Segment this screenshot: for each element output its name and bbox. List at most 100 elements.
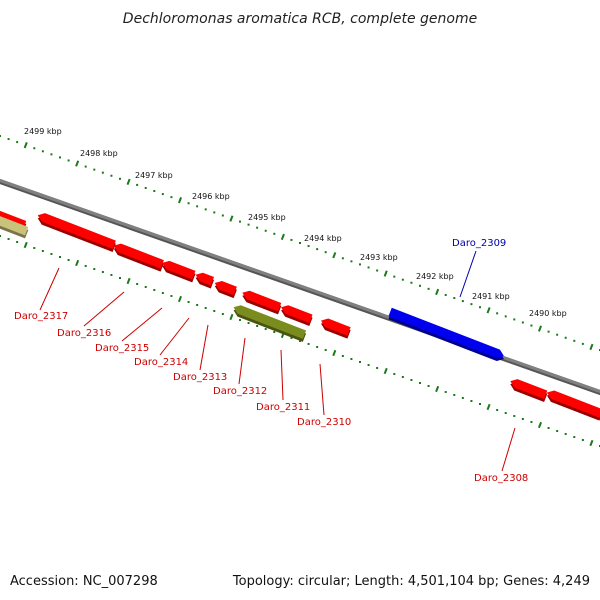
gene-arrow-daro-2308 [510,379,548,403]
inner-ring-minor-tick [444,391,447,393]
gene-label-text: Daro_2314 [134,357,188,368]
outer-ring-major-tick [332,252,337,259]
inner-ring-minor-tick [316,346,319,348]
inner-ring-minor-tick [341,355,344,357]
gene-arrow-daro-2314 [162,260,196,283]
outer-ring-minor-tick [307,245,310,248]
tick-label-kbp: 2498 kbp [80,149,118,158]
inner-ring-minor-tick [470,400,473,402]
outer-ring-minor-tick [33,147,36,150]
gene-arrow-top [195,272,215,286]
outer-ring-major-tick [229,215,234,222]
outer-ring-minor-tick [461,300,464,303]
outer-ring-minor-tick [7,138,10,141]
outer-ring-minor-tick [521,321,524,324]
inner-ring-major-tick [537,421,543,429]
outer-ring-minor-tick [453,297,456,300]
inner-ring-minor-tick [41,250,44,252]
outer-ring-minor-tick [496,312,499,315]
inner-ring-minor-tick [359,361,361,363]
outer-ring-minor-tick [564,336,567,339]
outer-ring-minor-tick [93,168,96,171]
outer-ring-minor-tick [556,333,559,336]
outer-ring-minor-tick [144,186,147,189]
gene-arrow-top [510,379,548,400]
gene-track [0,210,600,421]
inner-ring-minor-tick [136,283,139,285]
outer-ring-minor-tick [547,330,550,333]
gene-arrow-top [214,280,237,296]
outer-ring-major-tick [280,233,285,241]
inner-ring-major-tick [332,349,337,357]
inner-ring-minor-tick [110,274,113,276]
outer-ring-minor-tick [316,248,319,251]
gene-arrow-top [242,290,282,312]
gene-arrow-top [0,216,29,236]
gene-label-leader [159,317,190,356]
outer-ring-minor-tick [221,214,224,217]
inner-ring-minor-tick [530,421,533,423]
gene-label-leader [501,427,516,472]
outer-ring-minor-tick [350,260,353,263]
inner-ring-minor-tick [256,325,259,327]
gene-arrow-top [321,318,351,336]
gene-arrow-top [388,307,504,359]
genome-backbone [0,178,600,396]
tick-label-kbp: 2490 kbp [529,309,567,318]
inner-ring-minor-tick [33,247,36,249]
inner-ring-major-tick [75,259,80,267]
inner-ring-minor-tick [290,337,293,339]
gene-label-leader [39,267,60,311]
tick-label-kbp: 2491 kbp [472,292,510,301]
outer-ring-minor-tick [573,339,576,342]
gene-label-text: Daro_2310 [297,417,351,428]
inner-ring-minor-tick [273,331,276,333]
inner-ring-minor-tick [187,301,190,303]
outer-ring-minor-tick [427,287,430,290]
outer-ring-minor-tick [170,196,173,199]
backbone-line [0,178,600,394]
gene-label-leader [280,349,284,401]
inner-ring-minor-tick [264,328,267,330]
gene-arrow-top [233,305,307,339]
outer-ring-major-tick [75,160,80,167]
inner-ring-major-tick [229,313,234,321]
outer-ring-minor-tick [341,257,344,260]
outer-ring-minor-tick [299,242,301,244]
gene-arrow-daro-2313 [195,272,215,289]
inner-ring-minor-tick [324,349,327,351]
outer-ring-minor-tick [110,174,113,177]
outer-ring-minor-tick [239,220,241,223]
gene-arrow-right-edge [546,390,600,421]
inner-ring-minor-tick [16,241,19,243]
map-title: Dechloromonas aromatica RCB, complete ge… [123,11,477,27]
outer-ring-minor-tick [0,135,1,137]
tick-label-kbp: 2492 kbp [416,272,454,281]
inner-ring-minor-tick [161,292,164,294]
inner-ring-major-tick [383,367,388,375]
outer-ring-minor-tick [290,238,293,241]
outer-ring-minor-tick [393,275,396,278]
gene-arrow-daro-2316 [37,213,116,252]
inner-ring-minor-tick [221,313,224,315]
inner-ring-minor-tick [564,433,567,435]
inner-ring-minor-tick [410,379,413,381]
inner-ring-major-tick [23,241,28,249]
inner-ring-major-tick [126,277,131,285]
inner-ring-minor-tick [556,430,559,432]
tick-label-kbp: 2495 kbp [248,213,286,222]
gene-label-leader [199,324,209,371]
inner-ring-minor-tick [581,439,584,441]
gene-label-leader [121,307,163,342]
outer-ring-minor-tick [359,263,361,266]
gene-label-text: Daro_2317 [14,311,68,322]
gene-arrow-top [113,243,164,269]
outer-ring-major-tick [23,142,28,149]
tick-label-kbp: 2494 kbp [304,234,342,243]
outer-ring-minor-tick [67,159,70,162]
gene-arrow-top [281,305,313,323]
inner-ring-minor-tick [84,265,87,267]
inner-ring-major-tick [589,439,594,447]
outer-ring-minor-tick [161,193,164,196]
